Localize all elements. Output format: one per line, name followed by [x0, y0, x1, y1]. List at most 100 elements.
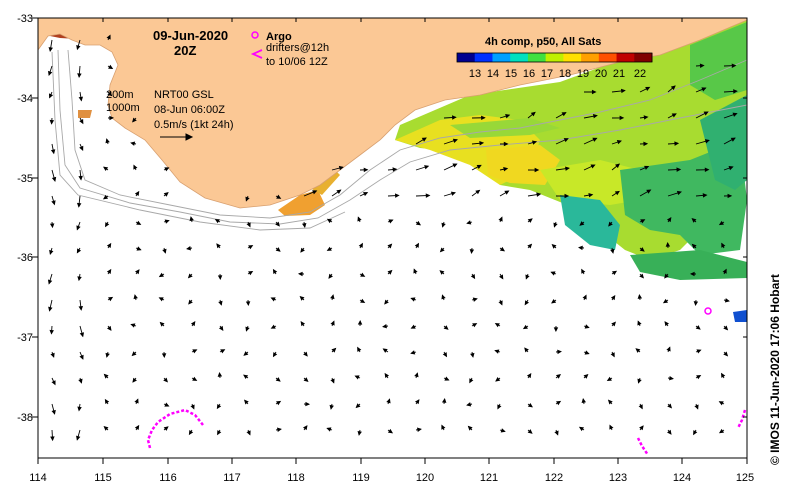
current-arrow-head [79, 119, 84, 125]
lat-tick-38: -38 [17, 412, 33, 424]
depth-label-200m: 200m [106, 89, 134, 101]
current-arrow-head [130, 323, 136, 328]
current-arrow-head [357, 216, 362, 222]
current-arrow-head [303, 351, 308, 357]
current-arrow-head [330, 378, 335, 384]
current-arrow-head [218, 325, 224, 331]
current-arrow-head [48, 70, 53, 77]
current-arrow-head [328, 273, 333, 279]
current-arrow-head [78, 378, 83, 384]
current-arrow-head [441, 424, 446, 430]
current-arrow-head [394, 193, 400, 198]
current-arrow-head [387, 428, 394, 434]
current-arrow-head [701, 87, 707, 92]
current-arrow-head [504, 190, 510, 195]
current-arrow-head [312, 190, 318, 195]
current-arrow-head [330, 320, 335, 326]
current-arrow-head [300, 247, 305, 253]
current-arrow-head [48, 47, 53, 53]
current-arrow-head [132, 117, 137, 123]
current-arrow-head [189, 216, 194, 222]
current-arrow-head [413, 268, 418, 274]
current-arrow-head [499, 274, 504, 280]
current-arrow-head [50, 149, 56, 155]
colorbar-tick-16: 16 [523, 68, 535, 80]
current-arrow-head [503, 141, 509, 147]
current-arrow-head [667, 403, 673, 409]
current-arrow-head [592, 137, 598, 142]
current-arrow-head [499, 246, 506, 252]
current-arrow-head [718, 401, 724, 406]
credit-text: © IMOS 11-Jun-2020 17:06 Hobart [768, 274, 782, 465]
current-arrow-head [555, 374, 561, 379]
current-arrow-head [270, 324, 276, 329]
current-arrow-head [670, 85, 676, 91]
current-arrow-head [297, 271, 303, 277]
current-arrow-head [218, 300, 223, 306]
current-arrow-head [106, 34, 111, 40]
current-arrow-head [439, 270, 445, 275]
current-arrow-head [441, 222, 446, 228]
current-arrow-head [104, 398, 110, 404]
current-arrow-head [527, 429, 533, 434]
current-arrow-head [357, 319, 363, 325]
current-arrow-head [424, 165, 430, 170]
current-arrow-head [360, 298, 366, 303]
current-source: NRT00 GSL [154, 89, 214, 101]
current-arrow-head [731, 63, 737, 68]
lon-tick-120: 120 [416, 472, 434, 484]
current-arrow-head [608, 221, 613, 227]
current-arrow-head [503, 167, 509, 172]
current-arrow-head [614, 190, 620, 196]
current-arrow-head [49, 329, 54, 335]
current-arrow-head [500, 428, 506, 433]
current-arrow-head [619, 115, 625, 121]
current-arrow-head [164, 167, 170, 172]
current-arrow-head [588, 192, 594, 198]
lat-tick-33: -33 [17, 13, 33, 25]
current-arrow-head [466, 220, 472, 225]
argo-legend-icon [251, 31, 259, 39]
current-arrow-head [305, 401, 311, 407]
current-arrow-head [133, 294, 138, 300]
current-arrow-head [640, 219, 646, 224]
current-arrow-head [355, 403, 361, 409]
current-arrow-head [76, 45, 81, 51]
current-arrow-head [326, 218, 333, 224]
current-arrow-head [584, 324, 590, 329]
current-arrow-head [581, 398, 586, 403]
current-arrow-head [134, 424, 140, 431]
current-arrow-head [494, 323, 500, 328]
current-arrow-head [276, 194, 282, 199]
current-arrow-head [161, 353, 167, 359]
colorbar-tick-20: 20 [595, 68, 607, 80]
current-arrow-head [130, 141, 136, 146]
current-arrow-head [275, 247, 281, 252]
lon-tick-116: 116 [159, 472, 177, 484]
current-arrow-head [49, 223, 55, 229]
current-arrow-head [704, 167, 710, 172]
current-arrow-head [727, 193, 733, 199]
current-arrow-head [615, 163, 621, 169]
current-arrow-head [584, 350, 590, 355]
current-arrow-head [163, 377, 168, 383]
current-arrow-head [728, 165, 734, 171]
current-arrow-head [248, 245, 254, 250]
current-arrow-head [164, 219, 170, 224]
current-arrow-head [192, 349, 198, 354]
current-arrow-head [77, 73, 82, 79]
current-arrow-head [217, 275, 223, 281]
current-arrow-head [536, 192, 542, 197]
current-arrow-head [303, 377, 309, 382]
lat-axis: -33 -34 -35 -36 -37 -38 [17, 13, 33, 424]
current-arrow-head [695, 325, 701, 330]
current-arrow-head [472, 323, 478, 328]
current-arrow-head [444, 376, 450, 381]
current-arrow-head [527, 402, 533, 408]
current-arrow-head [551, 243, 557, 249]
current-arrow-head [106, 268, 112, 275]
current-arrow-head [639, 273, 644, 279]
current-arrow-head [646, 189, 652, 194]
current-arrow-head [102, 194, 109, 200]
current-arrow-head [718, 428, 725, 434]
